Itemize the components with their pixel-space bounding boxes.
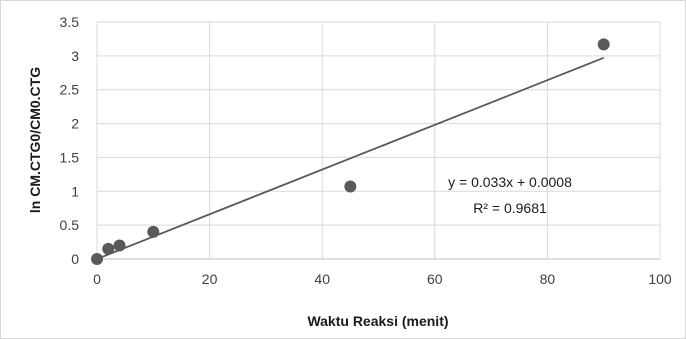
trendline	[96, 56, 605, 260]
data-point	[147, 225, 160, 238]
data-point	[344, 180, 357, 193]
y-tick-label: 0.5	[60, 217, 80, 233]
data-points	[91, 38, 610, 265]
x-tick-label: 60	[427, 271, 443, 287]
trendline-equation: y = 0.033x + 0.0008	[448, 174, 572, 190]
x-tick-label: 20	[202, 271, 218, 287]
y-axis-title: ln CM.CTG0/CM0.CTG	[27, 67, 43, 213]
data-point	[597, 38, 610, 51]
data-point	[113, 239, 126, 252]
x-tick-label: 40	[314, 271, 330, 287]
x-tick-label: 80	[540, 271, 556, 287]
y-tick-label: 2	[71, 116, 79, 132]
y-tick-label: 2.5	[60, 82, 80, 98]
x-tick-label: 0	[93, 271, 101, 287]
gridlines	[97, 21, 661, 259]
y-tick-label: 3.5	[60, 14, 80, 30]
data-point	[91, 253, 103, 265]
tick-labels: 0 20 40 60 80 100 0 0.5 1 1.5 2 2.5 3 3.5	[60, 14, 672, 287]
trendline-r-squared: R² = 0.9681	[473, 200, 547, 216]
y-tick-label: 0	[71, 251, 79, 267]
x-tick-label: 100	[648, 271, 672, 287]
y-tick-label: 1.5	[60, 149, 80, 165]
x-axis-title: Waktu Reaksi (menit)	[307, 313, 448, 329]
y-tick-label: 3	[71, 48, 79, 64]
trendline-group	[96, 56, 605, 260]
y-tick-label: 1	[71, 183, 79, 199]
data-point	[102, 242, 115, 255]
axes	[96, 22, 660, 260]
